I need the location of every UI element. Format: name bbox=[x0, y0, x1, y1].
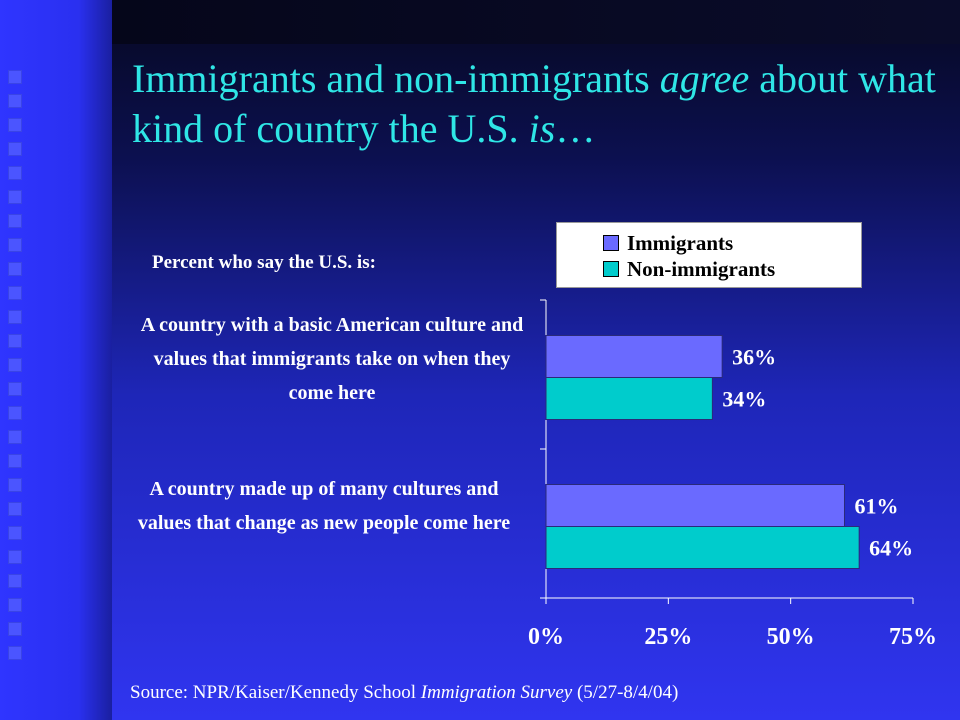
data-label: 36% bbox=[732, 345, 776, 370]
data-label: 34% bbox=[722, 387, 766, 412]
decorative-square bbox=[8, 550, 22, 564]
decorative-square bbox=[8, 94, 22, 108]
decorative-square bbox=[8, 430, 22, 444]
decorative-square bbox=[8, 214, 22, 228]
decorative-square bbox=[8, 478, 22, 492]
title-part-1: Immigrants and non-immigrants bbox=[132, 56, 660, 101]
legend-swatch-non-immigrants bbox=[603, 261, 619, 278]
bar-immigrants-2 bbox=[545, 484, 845, 527]
x-tick-label: 50% bbox=[767, 624, 815, 650]
legend-swatch-immigrants bbox=[603, 235, 619, 252]
source-suffix: (5/27-8/4/04) bbox=[572, 682, 679, 703]
source-prefix: Source: NPR/Kaiser/Kennedy School bbox=[130, 682, 421, 703]
bar-non-immigrants-1 bbox=[545, 377, 713, 420]
decorative-square bbox=[8, 262, 22, 276]
x-tick-label: 75% bbox=[889, 624, 937, 650]
legend-label-immigrants: Immigrants bbox=[627, 231, 734, 255]
decorative-square bbox=[8, 406, 22, 420]
decorative-square bbox=[8, 358, 22, 372]
category-label-1: A country with a basic American culture … bbox=[140, 314, 524, 404]
decorative-square bbox=[8, 574, 22, 588]
title-part-2: about what kind of country the U.S. bbox=[132, 56, 936, 151]
chart-legend: Immigrants Non-immigrants bbox=[556, 222, 862, 288]
source-survey-name: Immigration Survey bbox=[420, 682, 573, 703]
decorative-squares bbox=[8, 70, 24, 670]
decorative-square bbox=[8, 526, 22, 540]
data-label: 64% bbox=[869, 536, 913, 561]
decorative-square bbox=[8, 334, 22, 348]
source-note: Source: NPR/Kaiser/Kennedy School Immigr… bbox=[130, 682, 678, 704]
category-label-2: A country made up of many cultures and v… bbox=[137, 478, 511, 534]
legend-label-non-immigrants: Non-immigrants bbox=[627, 257, 776, 281]
decorative-square bbox=[8, 382, 22, 396]
top-dark-bar bbox=[112, 0, 960, 44]
bar-non-immigrants-2 bbox=[545, 526, 860, 569]
decorative-square bbox=[8, 454, 22, 468]
title-part-3: … bbox=[555, 106, 596, 151]
decorative-square bbox=[8, 166, 22, 180]
bar-immigrants-1 bbox=[545, 335, 723, 378]
x-tick-label: 0% bbox=[528, 624, 564, 650]
title-emphasis-agree: agree bbox=[659, 56, 750, 101]
slide-title: Immigrants and non-immigrants agree abou… bbox=[132, 54, 942, 154]
decorative-square bbox=[8, 502, 22, 516]
decorative-square bbox=[8, 190, 22, 204]
decorative-square bbox=[8, 622, 22, 636]
decorative-square bbox=[8, 646, 22, 660]
left-decorative-band bbox=[0, 0, 112, 720]
decorative-square bbox=[8, 142, 22, 156]
chart-subtitle: Percent who say the U.S. is: bbox=[152, 252, 376, 273]
data-label: 61% bbox=[854, 494, 898, 519]
decorative-square bbox=[8, 598, 22, 612]
x-tick-label: 25% bbox=[644, 624, 692, 650]
decorative-square bbox=[8, 118, 22, 132]
decorative-square bbox=[8, 70, 22, 84]
decorative-square bbox=[8, 286, 22, 300]
legend-item-non-immigrants: Non-immigrants bbox=[603, 257, 775, 282]
decorative-square bbox=[8, 310, 22, 324]
legend-item-immigrants: Immigrants bbox=[603, 231, 733, 256]
title-emphasis-is: is bbox=[528, 106, 556, 151]
decorative-square bbox=[8, 238, 22, 252]
